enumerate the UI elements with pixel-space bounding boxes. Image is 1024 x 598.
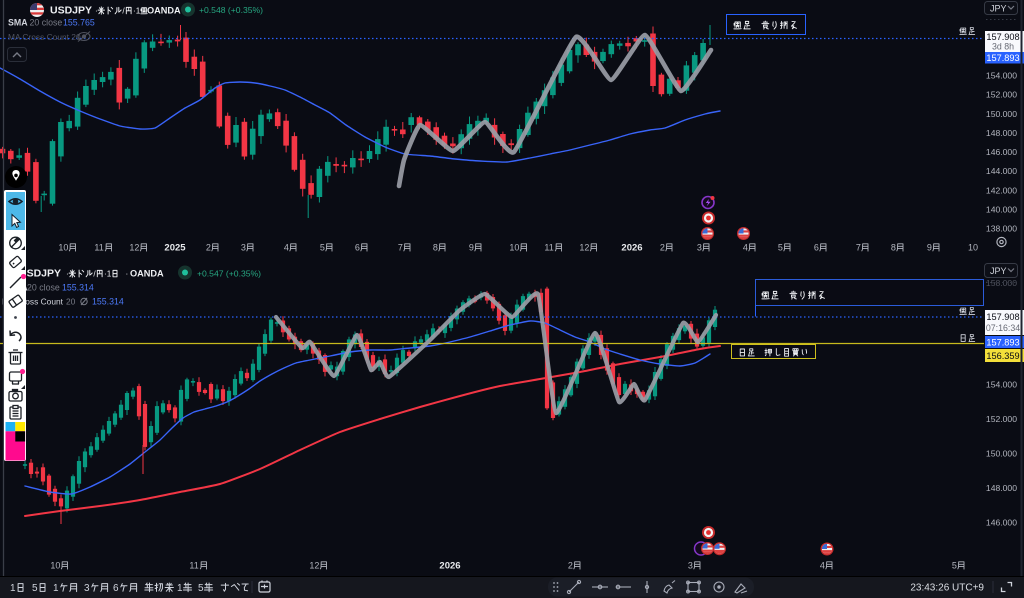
svg-text:1: 1 [53,583,59,594]
svg-text:155.314: 155.314 [62,283,94,293]
svg-text:12: 12 [129,243,139,253]
svg-text:/: / [93,270,96,279]
svg-text:SMA: SMA [8,18,28,28]
svg-text:5: 5 [320,243,325,253]
svg-text:2025: 2025 [164,243,186,254]
svg-text:144.000: 144.000 [986,166,1017,176]
svg-text:6: 6 [113,583,119,594]
svg-text:2026: 2026 [439,561,460,572]
svg-text:3: 3 [84,583,90,594]
svg-text:1: 1 [177,583,183,594]
svg-text:3: 3 [688,561,693,571]
svg-text:142.000: 142.000 [986,185,1017,195]
svg-text:OANDA: OANDA [147,6,181,16]
svg-text:JPY: JPY [990,266,1007,276]
svg-text:6: 6 [814,243,819,253]
svg-text:6: 6 [355,243,360,253]
svg-text:12: 12 [309,561,319,571]
svg-text:2026: 2026 [621,243,642,254]
svg-text:USDJPY: USDJPY [50,5,92,17]
svg-text:146.000: 146.000 [986,147,1017,157]
svg-text:8: 8 [433,243,438,253]
svg-text:157.908: 157.908 [986,32,1019,42]
svg-text:152.000: 152.000 [986,90,1017,100]
svg-text:157.893: 157.893 [986,338,1019,348]
svg-text:1: 1 [10,583,16,594]
svg-text:157.893: 157.893 [986,53,1019,63]
svg-text:4: 4 [284,243,289,253]
svg-text:148.000: 148.000 [986,483,1017,493]
svg-text:20: 20 [66,297,76,307]
svg-text:5: 5 [952,561,957,571]
svg-text:138.000: 138.000 [986,224,1017,234]
svg-text:8: 8 [891,243,896,253]
svg-text:+0.547 (+0.35%): +0.547 (+0.35%) [197,269,261,279]
svg-text:JPY: JPY [990,4,1007,14]
svg-text:10: 10 [58,243,68,253]
svg-text:9: 9 [927,243,932,253]
svg-text:2: 2 [660,243,665,253]
svg-text:20 close: 20 close [27,283,60,293]
svg-text:5: 5 [32,583,38,594]
svg-text:7: 7 [856,243,861,253]
svg-text:MA Cross Count 20: MA Cross Count 20 [8,32,81,42]
svg-text:·: · [126,270,129,279]
svg-text:·: · [95,7,98,16]
svg-text:155.765: 155.765 [63,18,95,28]
svg-text:·1: ·1 [104,270,112,279]
svg-text:23:43:26 UTC+9: 23:43:26 UTC+9 [910,583,984,594]
svg-text:152.000: 152.000 [986,414,1017,424]
svg-text:158.000: 158.000 [986,278,1017,288]
svg-text:146.000: 146.000 [986,518,1017,528]
svg-text:+0.548 (+0.35%): +0.548 (+0.35%) [199,5,263,15]
svg-text:140.000: 140.000 [986,204,1017,214]
svg-text:154.000: 154.000 [986,71,1017,81]
svg-text:154.000: 154.000 [986,380,1017,390]
svg-text:11: 11 [189,561,198,571]
svg-text:10: 10 [509,243,519,253]
svg-text:07:16:34: 07:16:34 [986,323,1020,333]
svg-text:155.314: 155.314 [92,297,124,307]
svg-text:3: 3 [241,243,246,253]
svg-text:·1: ·1 [133,7,141,16]
svg-text:2: 2 [206,243,211,253]
svg-text:3d 8h: 3d 8h [992,42,1014,52]
svg-text:9: 9 [469,243,474,253]
svg-text:·: · [66,270,69,279]
svg-text:5: 5 [778,243,783,253]
svg-text:/: / [122,7,125,16]
svg-text:2: 2 [568,561,573,571]
svg-text:USDJPY: USDJPY [19,268,61,280]
svg-text:3: 3 [697,243,702,253]
svg-text:7: 7 [398,243,403,253]
svg-text:10: 10 [968,243,978,253]
svg-text:148.000: 148.000 [986,128,1017,138]
svg-text:20 close: 20 close [30,18,63,28]
svg-text:MA Cross Count: MA Cross Count [2,297,64,307]
svg-text:12: 12 [579,243,589,253]
svg-text:156.359: 156.359 [986,351,1019,361]
svg-text:OANDA: OANDA [130,269,164,279]
svg-text:11: 11 [544,243,553,253]
svg-text:4: 4 [743,243,748,253]
svg-text:11: 11 [94,243,103,253]
svg-text:150.000: 150.000 [986,449,1017,459]
svg-text:150.000: 150.000 [986,109,1017,119]
svg-text:·: · [144,7,147,16]
svg-text:10: 10 [50,561,60,571]
svg-text:157.908: 157.908 [986,312,1019,322]
svg-text:5: 5 [198,583,204,594]
svg-text:4: 4 [820,561,825,571]
